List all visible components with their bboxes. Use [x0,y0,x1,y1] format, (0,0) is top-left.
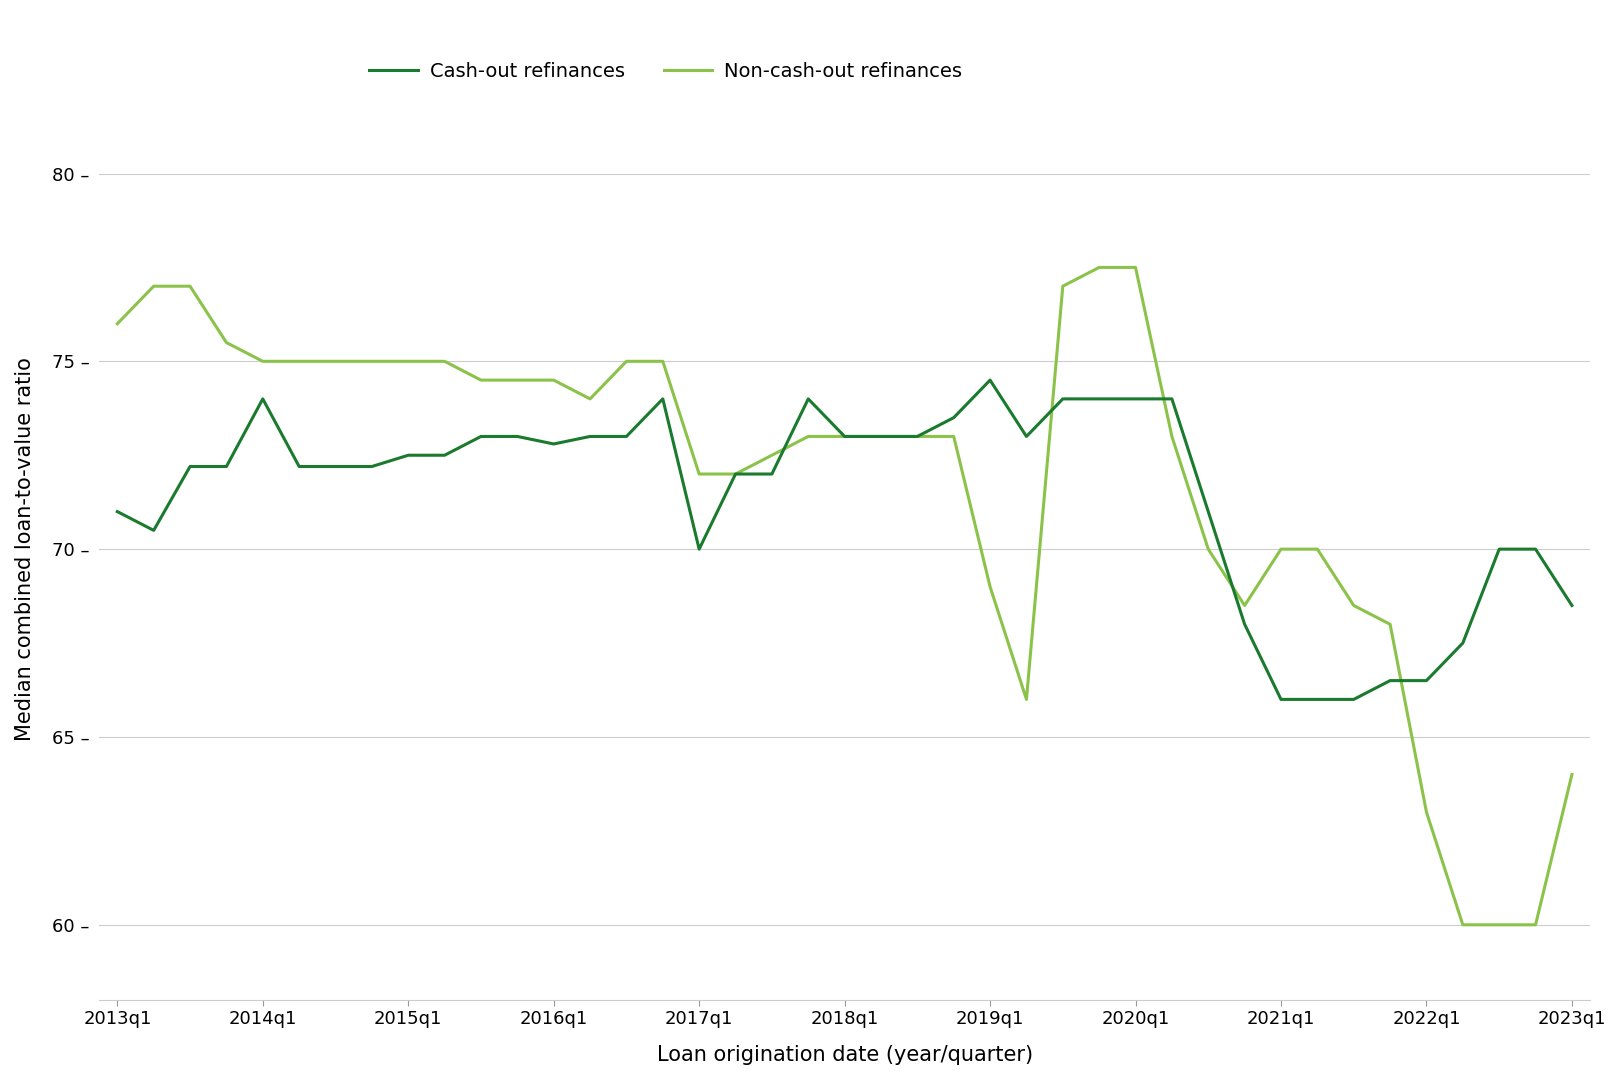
Cash-out refinances [1125,392,1144,405]
Non-cash-out refinances [1016,693,1035,706]
Non-cash-out refinances [1526,918,1545,931]
Non-cash-out refinances [1271,542,1290,555]
Cash-out refinances [289,460,308,473]
Non-cash-out refinances [1052,280,1071,293]
Cash-out refinances [761,468,781,481]
Non-cash-out refinances [652,355,672,368]
Cash-out refinances [1415,674,1435,687]
Cash-out refinances [1453,636,1472,649]
Non-cash-out refinances [1488,918,1508,931]
Cash-out refinances [435,449,454,462]
Non-cash-out refinances [1233,599,1253,612]
Non-cash-out refinances [579,392,599,405]
Non-cash-out refinances [761,449,781,462]
Cash-out refinances [579,430,599,443]
Non-cash-out refinances [870,430,889,443]
X-axis label: Loan origination date (year/quarter): Loan origination date (year/quarter) [656,1045,1032,1065]
Cash-out refinances [1162,392,1182,405]
Non-cash-out refinances [508,374,527,387]
Y-axis label: Median combined loan-to-value ratio: Median combined loan-to-value ratio [15,357,36,741]
Non-cash-out refinances [107,318,127,330]
Cash-out refinances [1271,693,1290,706]
Cash-out refinances [1344,693,1363,706]
Cash-out refinances [107,505,127,518]
Cash-out refinances [1561,599,1581,612]
Non-cash-out refinances [1089,261,1109,274]
Line: Cash-out refinances: Cash-out refinances [117,380,1571,700]
Non-cash-out refinances [1125,261,1144,274]
Non-cash-out refinances [362,355,381,368]
Cash-out refinances [980,374,1000,387]
Non-cash-out refinances [144,280,164,293]
Cash-out refinances [253,392,273,405]
Cash-out refinances [690,542,709,555]
Cash-out refinances [834,430,854,443]
Non-cash-out refinances [725,468,745,481]
Non-cash-out refinances [216,336,235,349]
Non-cash-out refinances [799,430,818,443]
Non-cash-out refinances [1561,768,1581,781]
Non-cash-out refinances [398,355,417,368]
Non-cash-out refinances [1344,599,1363,612]
Cash-out refinances [326,460,346,473]
Non-cash-out refinances [435,355,454,368]
Cash-out refinances [508,430,527,443]
Cash-out refinances [1052,392,1071,405]
Non-cash-out refinances [980,580,1000,593]
Cash-out refinances [1198,505,1217,518]
Legend: Cash-out refinances, Non-cash-out refinances: Cash-out refinances, Non-cash-out refina… [362,54,969,89]
Line: Non-cash-out refinances: Non-cash-out refinances [117,268,1571,924]
Non-cash-out refinances [1307,542,1326,555]
Non-cash-out refinances [834,430,854,443]
Cash-out refinances [471,430,490,443]
Non-cash-out refinances [180,280,200,293]
Non-cash-out refinances [617,355,636,368]
Cash-out refinances [1526,542,1545,555]
Cash-out refinances [652,392,672,405]
Non-cash-out refinances [1162,430,1182,443]
Non-cash-out refinances [544,374,563,387]
Cash-out refinances [216,460,235,473]
Cash-out refinances [870,430,889,443]
Cash-out refinances [907,430,927,443]
Cash-out refinances [725,468,745,481]
Cash-out refinances [943,411,962,424]
Non-cash-out refinances [943,430,962,443]
Cash-out refinances [617,430,636,443]
Non-cash-out refinances [690,468,709,481]
Cash-out refinances [1307,693,1326,706]
Cash-out refinances [362,460,381,473]
Non-cash-out refinances [289,355,308,368]
Non-cash-out refinances [907,430,927,443]
Cash-out refinances [799,392,818,405]
Cash-out refinances [544,437,563,450]
Cash-out refinances [1380,674,1399,687]
Non-cash-out refinances [253,355,273,368]
Cash-out refinances [180,460,200,473]
Non-cash-out refinances [1415,806,1435,819]
Cash-out refinances [1488,542,1508,555]
Non-cash-out refinances [471,374,490,387]
Non-cash-out refinances [326,355,346,368]
Non-cash-out refinances [1198,542,1217,555]
Cash-out refinances [144,524,164,537]
Cash-out refinances [398,449,417,462]
Cash-out refinances [1089,392,1109,405]
Cash-out refinances [1233,618,1253,631]
Non-cash-out refinances [1453,918,1472,931]
Non-cash-out refinances [1380,618,1399,631]
Cash-out refinances [1016,430,1035,443]
